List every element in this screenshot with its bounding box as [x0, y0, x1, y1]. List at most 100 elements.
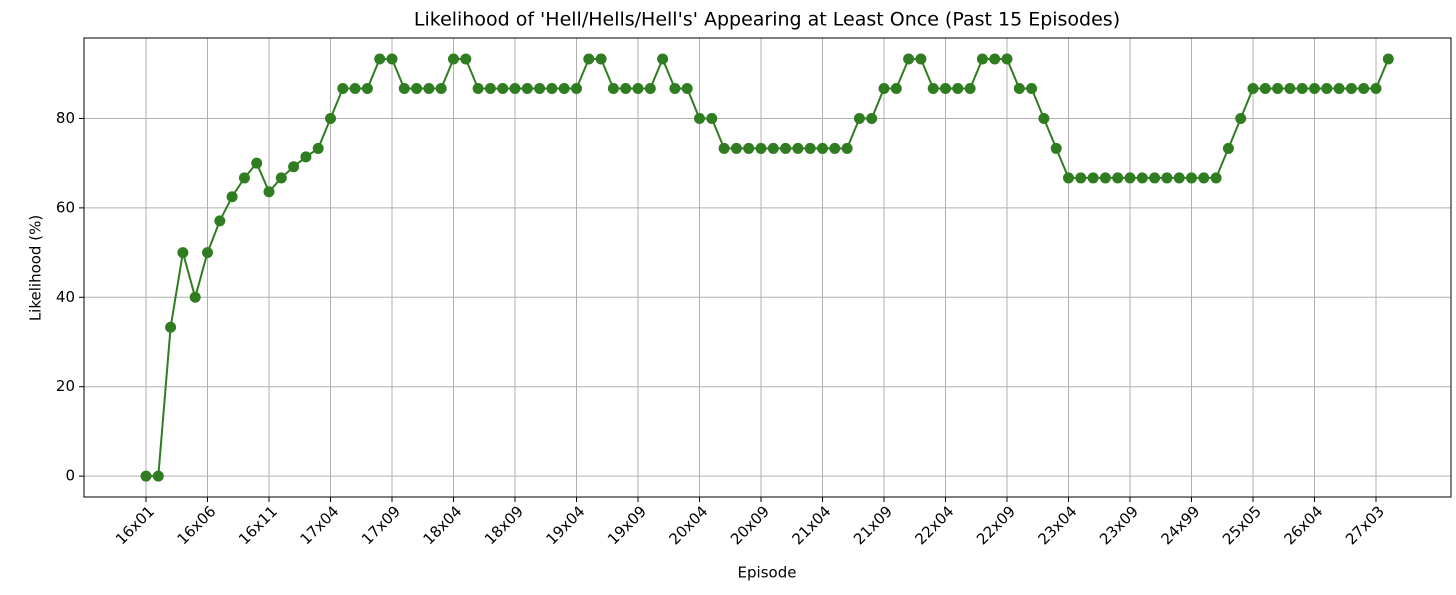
point	[706, 112, 718, 124]
point	[140, 470, 152, 482]
y-tick-label: 60	[56, 198, 75, 216]
x-tick-label: 18x09	[481, 502, 527, 548]
point	[890, 83, 902, 95]
point	[915, 53, 927, 65]
point	[1124, 172, 1136, 184]
point	[1099, 172, 1111, 184]
point	[1382, 53, 1394, 65]
x-tick-label: 22x09	[973, 502, 1019, 548]
point	[1198, 172, 1210, 184]
point	[460, 53, 472, 65]
point	[878, 83, 890, 95]
point	[472, 83, 484, 95]
x-tick-label: 16x01	[112, 502, 158, 548]
point	[177, 247, 189, 259]
point	[411, 83, 423, 95]
y-tick-label: 20	[56, 377, 75, 395]
point	[1026, 83, 1038, 95]
point	[152, 470, 164, 482]
point	[743, 142, 755, 154]
point	[497, 83, 509, 95]
x-tick-label: 17x04	[297, 502, 343, 548]
point	[792, 142, 804, 154]
x-tick-label: 21x04	[789, 502, 835, 548]
point	[521, 83, 533, 95]
point	[903, 53, 915, 65]
point	[288, 161, 300, 173]
point	[1333, 83, 1345, 95]
point	[337, 83, 349, 95]
point	[1284, 83, 1296, 95]
point	[1272, 83, 1284, 95]
point	[374, 53, 386, 65]
point	[1063, 172, 1074, 184]
point	[349, 83, 361, 95]
point	[1345, 83, 1357, 95]
point	[1370, 83, 1382, 95]
point	[1210, 172, 1222, 184]
point	[952, 83, 964, 95]
point	[841, 142, 853, 154]
point	[718, 142, 730, 154]
x-tick-label: 20x09	[727, 502, 773, 548]
x-axis-label: Episode	[738, 564, 797, 582]
point	[607, 83, 619, 95]
point	[165, 321, 177, 333]
point	[1235, 112, 1247, 124]
y-axis-label: Likelihood (%)	[27, 215, 45, 321]
point	[1087, 172, 1099, 184]
point	[1358, 83, 1370, 95]
x-tick-label: 24x99	[1158, 502, 1204, 548]
point	[927, 83, 939, 95]
x-tick-label: 20x04	[666, 502, 712, 548]
point	[644, 83, 656, 95]
point	[386, 53, 398, 65]
point	[1247, 83, 1259, 95]
point	[251, 157, 263, 169]
point	[681, 83, 693, 95]
point	[1296, 83, 1308, 95]
point	[448, 53, 459, 65]
point	[1050, 142, 1062, 154]
x-tick-label: 23x04	[1035, 502, 1081, 548]
point	[558, 83, 570, 95]
point	[1173, 172, 1185, 184]
point	[435, 83, 447, 95]
y-tick-label: 80	[56, 109, 75, 127]
point	[755, 142, 767, 154]
point	[989, 53, 1001, 65]
point	[632, 83, 644, 95]
point	[817, 142, 828, 154]
point	[620, 83, 632, 95]
x-tick-label: 22x04	[912, 502, 958, 548]
point	[976, 53, 988, 65]
point	[694, 112, 705, 124]
point	[1112, 172, 1124, 184]
x-tick-label: 18x04	[420, 502, 466, 548]
point	[1149, 172, 1161, 184]
x-tick-label: 26x04	[1281, 502, 1327, 548]
point	[829, 142, 841, 154]
point	[263, 186, 275, 198]
x-tick-label: 16x11	[235, 502, 281, 548]
y-tick-label: 0	[65, 467, 75, 485]
point	[583, 53, 595, 65]
point	[804, 142, 816, 154]
point	[1001, 53, 1013, 65]
x-tick-label: 19x04	[543, 502, 589, 548]
point	[226, 191, 238, 203]
x-tick-label: 23x09	[1096, 502, 1142, 548]
point	[509, 83, 521, 95]
point	[361, 83, 373, 95]
x-tick-label: 27x03	[1342, 502, 1388, 548]
point	[940, 83, 951, 95]
point	[484, 83, 496, 95]
point	[1321, 83, 1333, 95]
point	[866, 112, 878, 124]
point	[423, 83, 435, 95]
point	[300, 151, 312, 163]
point	[730, 142, 742, 154]
y-tick-label: 40	[56, 288, 75, 306]
point	[1186, 172, 1197, 184]
